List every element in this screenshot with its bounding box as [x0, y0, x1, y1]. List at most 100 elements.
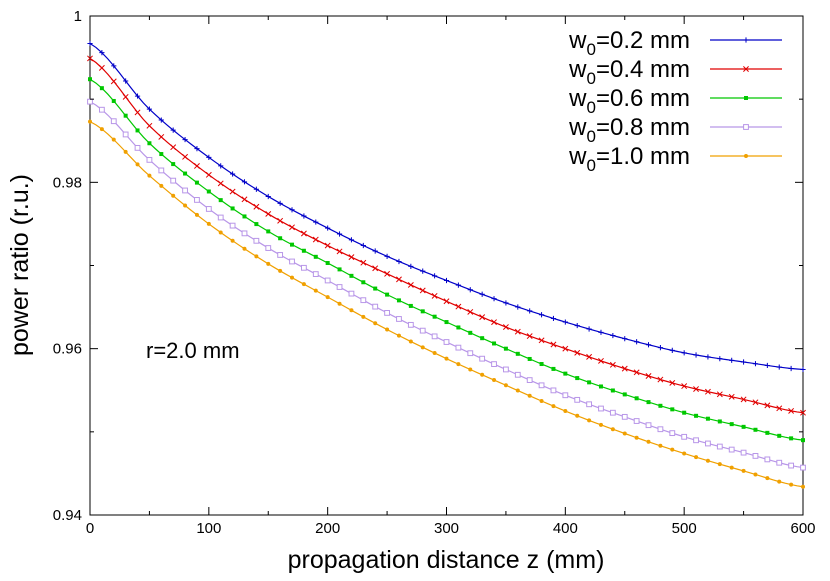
- data-point: [776, 405, 783, 412]
- data-point: [753, 472, 758, 477]
- data-point: [253, 237, 260, 244]
- radius-annotation: r=2.0 mm: [146, 338, 240, 363]
- data-point: [301, 282, 306, 287]
- data-point: [336, 284, 343, 290]
- data-point: [744, 96, 748, 100]
- legend-item: w0=1.0 mm: [568, 143, 782, 175]
- data-point: [373, 321, 378, 326]
- data-point: [752, 399, 759, 406]
- data-point: [171, 193, 176, 198]
- data-point: [324, 277, 331, 284]
- data-point: [503, 300, 509, 306]
- x-axis: 0 100 200 300 400 500 600: [86, 16, 816, 537]
- legend-label-base: w: [568, 56, 587, 83]
- data-point: [290, 275, 295, 280]
- data-point: [123, 113, 128, 118]
- legend-label: w0=0.8 mm: [568, 114, 690, 146]
- data-point: [527, 393, 532, 398]
- data-point: [788, 407, 795, 414]
- data-point: [480, 372, 485, 377]
- data-point: [800, 409, 806, 416]
- data-point: [468, 330, 473, 335]
- data-point: [622, 336, 628, 342]
- data-point: [266, 261, 271, 266]
- data-point: [301, 264, 307, 271]
- data-point: [563, 409, 568, 414]
- data-point: [765, 430, 770, 435]
- data-point: [514, 371, 521, 378]
- data-point: [550, 387, 557, 394]
- legend-item: w0=0.8 mm: [568, 114, 782, 146]
- data-point: [744, 154, 748, 158]
- data-point: [610, 332, 616, 339]
- data-point: [443, 298, 450, 305]
- data-point: [479, 291, 485, 297]
- data-point: [491, 296, 497, 302]
- data-point: [551, 366, 556, 371]
- data-point: [681, 350, 687, 356]
- data-point: [218, 163, 224, 169]
- data-point: [99, 86, 104, 91]
- data-point: [218, 230, 223, 235]
- data-point: [526, 333, 533, 340]
- data-point: [646, 400, 651, 405]
- data-point: [289, 224, 295, 231]
- data-point: [728, 393, 735, 400]
- data-point: [717, 462, 722, 467]
- data-point: [88, 77, 92, 82]
- data-point: [123, 149, 128, 154]
- data-point: [527, 308, 533, 314]
- data-point: [122, 93, 129, 100]
- data-point: [610, 427, 615, 432]
- data-point: [372, 248, 378, 254]
- data-point: [467, 350, 474, 357]
- series-w0-0-6-mm: [88, 77, 805, 443]
- data-point: [705, 458, 710, 463]
- data-point: [134, 93, 141, 99]
- x-tick-label: 200: [315, 520, 340, 537]
- data-point: [324, 242, 331, 249]
- y-axis-title: power ratio (r.u.): [6, 174, 34, 356]
- data-point: [694, 413, 699, 418]
- data-point: [705, 354, 711, 360]
- data-point: [134, 109, 141, 116]
- data-point: [385, 292, 390, 297]
- data-point: [598, 405, 604, 412]
- data-point: [98, 64, 105, 71]
- data-point: [158, 133, 165, 140]
- data-point: [669, 430, 676, 437]
- series-line: [89, 121, 804, 488]
- data-point: [729, 422, 734, 427]
- data-point: [242, 246, 247, 251]
- data-point: [704, 388, 711, 395]
- data-point: [241, 179, 248, 185]
- data-point: [158, 117, 164, 123]
- data-point: [396, 258, 402, 265]
- data-point: [348, 254, 355, 261]
- data-point: [574, 349, 581, 356]
- data-point: [575, 376, 580, 381]
- data-point: [278, 236, 283, 241]
- data-point: [538, 337, 545, 344]
- data-point: [705, 416, 710, 421]
- data-point: [432, 314, 437, 319]
- data-point: [514, 328, 521, 335]
- data-point: [253, 186, 259, 192]
- data-point: [716, 391, 723, 398]
- data-point: [420, 345, 425, 350]
- data-point: [551, 404, 556, 409]
- legend-label-base: w: [568, 85, 587, 112]
- data-point: [467, 287, 473, 293]
- x-tick-label: 600: [790, 520, 815, 537]
- data-point: [681, 383, 688, 390]
- data-point: [159, 183, 164, 188]
- data-point: [170, 177, 177, 184]
- data-point: [503, 346, 508, 351]
- legend-item: w0=0.2 mm: [568, 27, 782, 59]
- data-point: [373, 286, 378, 291]
- data-point: [598, 357, 604, 364]
- legend-label: w0=0.4 mm: [568, 56, 690, 88]
- x-tick-label: 0: [86, 520, 94, 537]
- legend-label-subscript: 0: [587, 98, 596, 117]
- data-point: [182, 153, 189, 160]
